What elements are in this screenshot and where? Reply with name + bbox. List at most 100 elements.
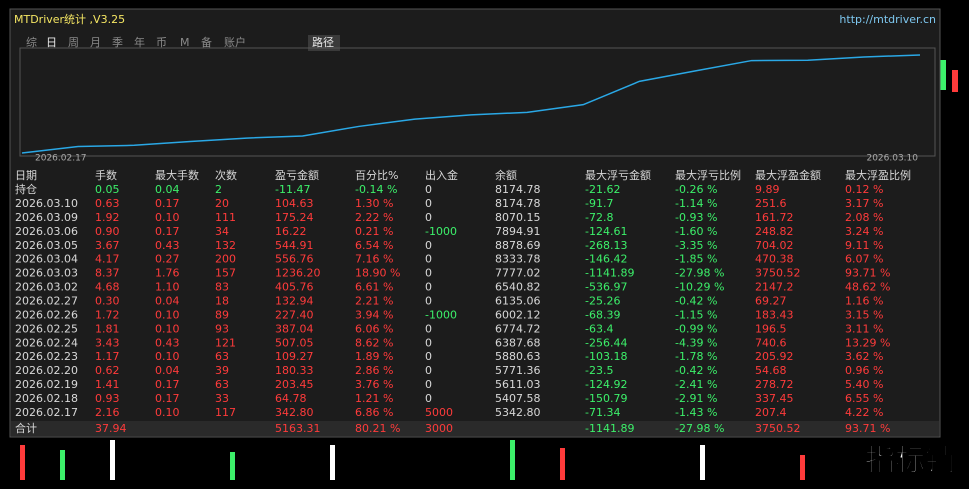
table-cell: -91.7 <box>585 197 613 210</box>
table-cell: 0 <box>425 295 432 308</box>
table-cell: -146.42 <box>585 253 627 266</box>
table-cell: -0.93 % <box>675 211 717 224</box>
table-cell: 3.94 % <box>355 308 393 321</box>
table-cell: -2.91 % <box>675 392 717 405</box>
panel <box>9 8 941 438</box>
table-cell: 0.43 <box>155 239 180 252</box>
tab[interactable]: 币 <box>156 36 167 49</box>
holding-cell: 0 <box>425 183 432 196</box>
curve-line <box>21 54 921 154</box>
table-cell: -1141.89 <box>585 267 634 280</box>
table-cell: 8.62 % <box>355 336 393 349</box>
table-cell: 2.21 % <box>355 295 393 308</box>
tab[interactable]: M <box>180 36 190 49</box>
table-cell: 0 <box>425 281 432 294</box>
table-cell: 5771.36 <box>495 364 541 377</box>
window-url[interactable]: http://mtdriver.cn <box>839 13 936 26</box>
table-cell: 0 <box>425 364 432 377</box>
table-cell: 544.91 <box>275 239 314 252</box>
tab[interactable]: 季 <box>112 36 123 49</box>
table-cell: 7.16 % <box>355 253 393 266</box>
table-cell: 6.86 % <box>355 406 393 419</box>
total-cell: 合计 <box>15 421 37 435</box>
table-cell: 2026.02.27 <box>15 295 78 308</box>
table-cell: 64.78 <box>275 392 307 405</box>
tab[interactable]: 日 <box>46 36 57 49</box>
table-cell: 200 <box>215 253 236 266</box>
table-cell: 5342.80 <box>495 406 541 419</box>
table-cell: -1.60 % <box>675 225 717 238</box>
column-header: 盈亏金额 <box>275 168 319 182</box>
tab[interactable]: 周 <box>68 36 79 49</box>
tab[interactable]: 备 <box>201 35 212 49</box>
holding-cell: 0.12 % <box>845 183 883 196</box>
table-cell: 0.10 <box>155 406 180 419</box>
table-cell: -63.4 <box>585 322 613 335</box>
table-cell: 248.82 <box>755 225 794 238</box>
table-cell: -4.39 % <box>675 336 717 349</box>
total-cell: 5163.31 <box>275 422 321 435</box>
tab[interactable]: 月 <box>90 36 101 49</box>
table-cell: 20 <box>215 197 229 210</box>
table-cell: 205.92 <box>755 350 794 363</box>
table-cell: 2026.03.09 <box>15 211 78 224</box>
column-header: 次数 <box>215 168 237 182</box>
table-cell: -72.8 <box>585 211 613 224</box>
table-cell: 48.62 % <box>845 281 890 294</box>
table-cell: 704.02 <box>755 239 794 252</box>
table-cell: 132 <box>215 239 236 252</box>
table-cell: 0.10 <box>155 308 180 321</box>
total-cell: 37.94 <box>95 422 127 435</box>
table-cell: 180.33 <box>275 364 314 377</box>
total-cell: -27.98 % <box>675 422 724 435</box>
table-cell: 405.76 <box>275 281 314 294</box>
table-cell: 117 <box>215 406 236 419</box>
table-cell: 337.45 <box>755 392 794 405</box>
table-cell: 207.4 <box>755 406 787 419</box>
table-cell: 1.76 <box>155 267 180 280</box>
table-cell: 13.29 % <box>845 336 890 349</box>
table-cell: 3.24 % <box>845 225 883 238</box>
column-header: 日期 <box>15 169 37 182</box>
window-title: MTDriver统计 ,V3.25 <box>14 13 125 26</box>
table-cell: 1.41 <box>95 378 120 391</box>
table-cell: 0.17 <box>155 225 180 238</box>
column-header: 手数 <box>95 168 117 182</box>
total-cell: 3750.52 <box>755 422 801 435</box>
tab[interactable]: 账户 <box>224 35 246 49</box>
tab[interactable]: 路径 <box>312 36 334 49</box>
table-cell: 203.45 <box>275 378 314 391</box>
table-cell: 251.6 <box>755 197 787 210</box>
table-cell: 8333.78 <box>495 253 541 266</box>
table-cell: 63 <box>215 350 229 363</box>
holding-cell: 2 <box>215 183 222 196</box>
total-row-bg <box>11 421 939 436</box>
table-cell: 0.43 <box>155 336 180 349</box>
table-cell: 175.24 <box>275 211 314 224</box>
total-cell: 93.71 % <box>845 422 890 435</box>
table-cell: 342.80 <box>275 406 314 419</box>
table-cell: -10.29 % <box>675 281 724 294</box>
table-cell: 2026.02.23 <box>15 350 78 363</box>
table-cell: 2026.02.25 <box>15 322 78 335</box>
table-cell: 2.22 % <box>355 211 393 224</box>
holding-cell: -21.62 <box>585 183 620 196</box>
table-cell: 2.86 % <box>355 364 393 377</box>
table-cell: 5611.03 <box>495 378 541 391</box>
table-cell: -124.61 <box>585 225 627 238</box>
table-cell: 2.08 % <box>845 211 883 224</box>
tab[interactable]: 年 <box>134 35 145 49</box>
table-cell: 3.62 % <box>845 350 883 363</box>
table-cell: 1.17 <box>95 350 120 363</box>
table-cell: 0.93 <box>95 392 120 405</box>
tab[interactable]: 综 <box>26 35 37 49</box>
table-cell: 5000 <box>425 406 453 419</box>
tab-bar: 综日周月季年币 M 备账户 路径 <box>26 35 340 51</box>
table-cell: -256.44 <box>585 336 627 349</box>
table-cell: 3.43 <box>95 336 120 349</box>
table-cell: 3.15 % <box>845 308 883 321</box>
table-cell: 0 <box>425 322 432 335</box>
table-cell: 2.16 <box>95 406 120 419</box>
